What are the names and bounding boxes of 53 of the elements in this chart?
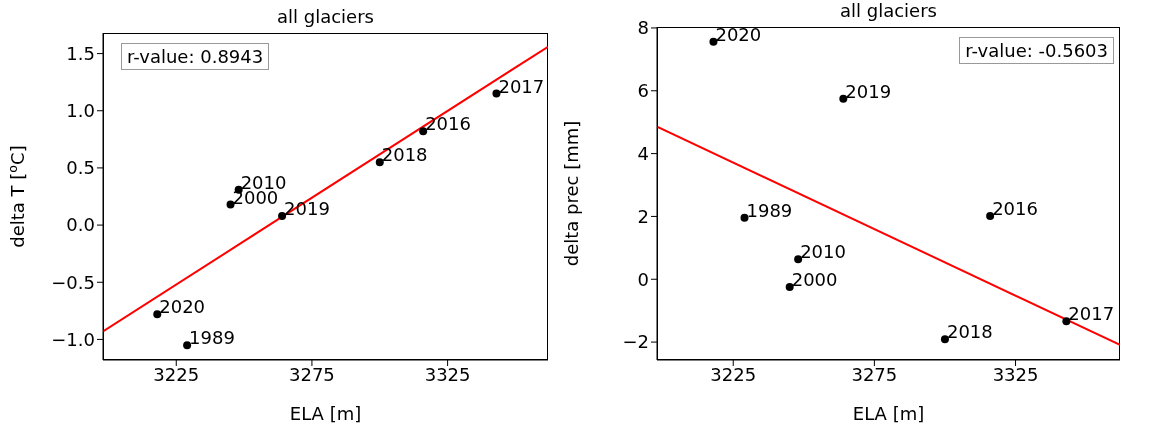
annotation: 2020	[159, 296, 206, 318]
point	[226, 200, 235, 209]
annotation: 2016	[992, 198, 1038, 220]
point	[278, 211, 287, 220]
x-tick-label: 3325	[424, 363, 471, 385]
y-tick-label: 0.0	[66, 214, 95, 236]
annotation: 2017	[1068, 303, 1115, 325]
annotation: 2020	[715, 23, 762, 45]
point	[1062, 317, 1071, 326]
point	[794, 255, 803, 264]
annotation: 2017	[498, 75, 545, 97]
y-tick-label: 4	[637, 142, 649, 164]
point	[183, 341, 192, 350]
annotation: 2018	[381, 144, 428, 166]
point	[940, 335, 949, 344]
annotation: 2000	[791, 269, 838, 291]
y-tick-label: 0.5	[66, 157, 95, 179]
x-tick-label: 3225	[710, 363, 757, 385]
chart-title: all glaciers	[839, 0, 938, 23]
annotation: 2019	[845, 80, 892, 102]
y-tick-label: 6	[637, 80, 649, 102]
y-axis-title: delta prec [mm]	[561, 120, 582, 267]
point	[740, 213, 749, 222]
point	[785, 283, 794, 292]
x-tick-label: 3225	[153, 363, 200, 385]
point	[492, 89, 501, 98]
y-tick-label: −2	[622, 331, 649, 353]
annotation: 1989	[189, 327, 235, 349]
y-tick-label: 2	[637, 205, 649, 227]
annotation: 2018	[946, 321, 993, 343]
x-tick-label: 3325	[992, 363, 1039, 385]
annotation: r-value: 0.8943	[121, 43, 270, 70]
x-axis-title: ELA [m]	[289, 403, 362, 424]
point	[839, 94, 848, 103]
chart-title: all glaciers	[276, 5, 375, 29]
point	[153, 310, 162, 319]
y-tick-label: −1.0	[51, 328, 95, 350]
x-tick-label: 3275	[289, 363, 335, 385]
point	[419, 127, 428, 136]
y-tick-label: 0	[637, 268, 649, 290]
annotation: r-value: -0.5603	[959, 37, 1114, 64]
y-tick-label: 1.5	[66, 42, 95, 64]
annotation: 2016	[425, 113, 471, 135]
point	[986, 212, 995, 221]
annotation: 2010	[800, 241, 846, 263]
x-tick-label: 3275	[851, 363, 898, 385]
point	[375, 158, 384, 167]
y-tick-label: −0.5	[51, 271, 95, 293]
x-axis-title: ELA [m]	[852, 403, 925, 424]
y-tick-label: 1.0	[66, 100, 95, 122]
point	[709, 37, 718, 46]
y-tick-label: 8	[637, 17, 649, 39]
annotation: 1989	[746, 199, 793, 221]
